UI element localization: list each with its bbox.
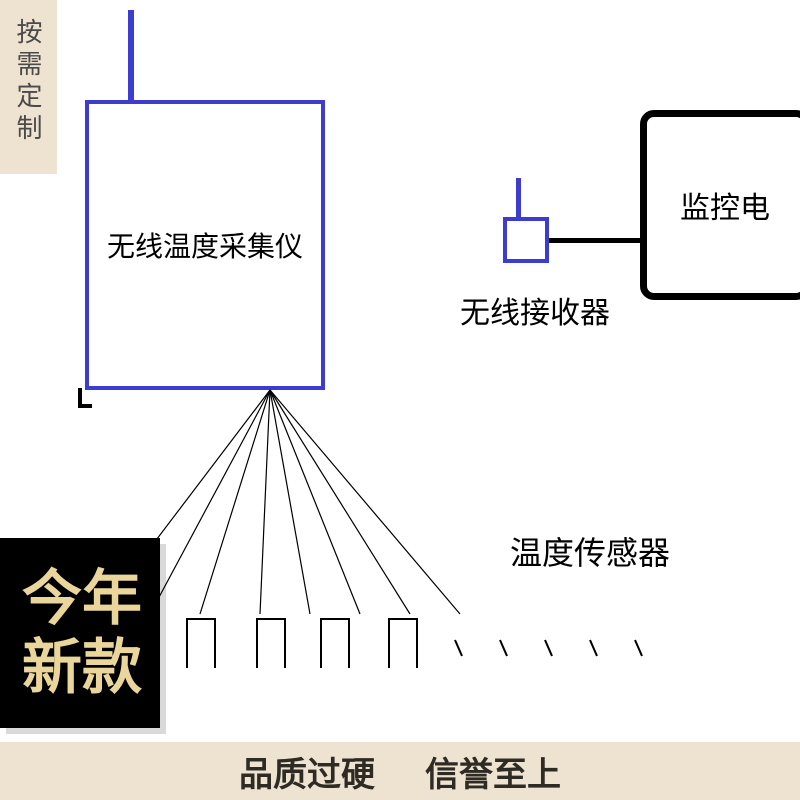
bottom-band-left: 品质过硬 xyxy=(239,747,375,796)
sensor-stub xyxy=(256,618,286,668)
badge-top-left: 按需定制 xyxy=(0,0,57,174)
sensor-stub xyxy=(320,618,350,668)
bottom-band-right: 信誉至上 xyxy=(425,747,561,796)
badge-bottom-left: 今年 新款 xyxy=(0,538,160,728)
bottom-band: 品质过硬 信誉至上 xyxy=(0,742,800,800)
badge-bl-line2: 新款 xyxy=(22,633,142,702)
sensor-stub xyxy=(186,618,216,668)
badge-bl-line1: 今年 xyxy=(22,564,142,633)
sensor-stub xyxy=(388,618,418,668)
sensor-label: 温度传感器 xyxy=(510,528,670,574)
